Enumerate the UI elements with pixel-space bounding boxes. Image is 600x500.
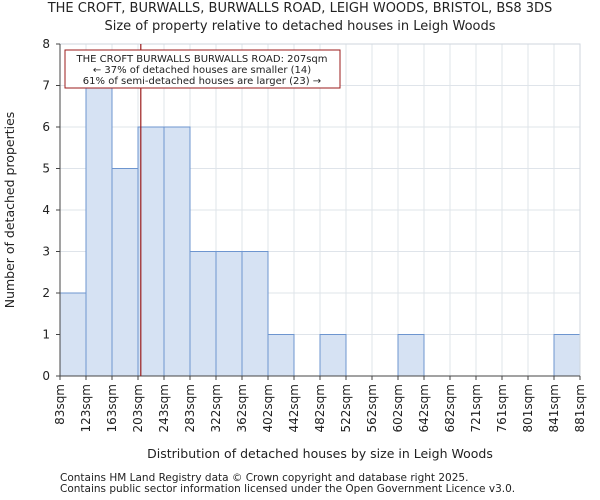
bar [397, 334, 425, 377]
x-tick-label: 522sqm [339, 384, 353, 432]
x-tick-label: 362sqm [235, 384, 249, 432]
chart-subtitle: Size of property relative to detached ho… [104, 19, 496, 34]
x-tick-label: 682sqm [443, 384, 457, 432]
x-tick-label: 442sqm [287, 384, 301, 432]
bars [59, 85, 581, 377]
y-tick-label: 1 [42, 328, 50, 342]
bar [137, 126, 165, 377]
bar [241, 251, 269, 377]
annotation-line2: ← 37% of detached houses are smaller (14… [93, 65, 311, 76]
x-axis-label: Distribution of detached houses by size … [147, 446, 493, 461]
x-tick-label: 801sqm [521, 384, 535, 432]
y-tick-label: 4 [42, 203, 50, 217]
bar [85, 85, 113, 377]
x-tick-label: 721sqm [469, 384, 483, 432]
bar [319, 334, 347, 377]
chart-title-line1: THE CROFT, BURWALLS, BURWALLS ROAD, LEIG… [47, 1, 553, 16]
y-tick-label: 7 [42, 79, 50, 93]
annotation-box: THE CROFT BURWALLS BURWALLS ROAD: 207sqm… [64, 49, 341, 89]
bar [111, 168, 139, 377]
y-tick-label: 6 [42, 120, 50, 134]
bar [189, 251, 217, 377]
x-tick-label: 881sqm [573, 384, 587, 432]
footer-licence: Contains public sector information licen… [60, 483, 516, 495]
x-tick-label: 562sqm [365, 384, 379, 432]
bar [163, 126, 191, 377]
bar [59, 292, 87, 377]
annotation-line1: THE CROFT BURWALLS BURWALLS ROAD: 207sqm [75, 54, 327, 65]
x-tick-label: 482sqm [313, 384, 327, 432]
x-tick-labels: 83sqm 123sqm 163sqm 203sqm 243sqm 283sqm 322sq… [53, 376, 587, 432]
y-tick-label: 5 [42, 162, 50, 176]
x-tick-label: 283sqm [183, 384, 197, 432]
x-tick-label: 642sqm [417, 384, 431, 432]
x-tick-label: 602sqm [391, 384, 405, 432]
x-tick-label: 841sqm [547, 384, 561, 432]
footer-copyright: Contains HM Land Registry data © Crown c… [60, 472, 469, 484]
y-tick-labels: 0 1 2 3 4 5 6 7 8 [42, 37, 60, 383]
x-tick-label: 322sqm [209, 384, 223, 432]
x-tick-label: 402sqm [261, 384, 275, 432]
x-tick-label: 123sqm [79, 384, 93, 432]
y-tick-label: 8 [42, 37, 50, 51]
annotation-line3: 61% of semi-detached houses are larger (… [83, 76, 321, 87]
annotation-border [64, 49, 341, 89]
y-axis-label: Number of detached properties [2, 112, 17, 309]
x-tick-label: 243sqm [157, 384, 171, 432]
x-tick-label: 203sqm [131, 384, 145, 432]
y-tick-label: 3 [42, 245, 50, 259]
x-tick-label: 761sqm [495, 384, 509, 432]
y-tick-label: 2 [42, 286, 50, 300]
bar [267, 334, 295, 377]
bar [215, 251, 243, 377]
x-tick-label: 83sqm [53, 384, 67, 425]
bar [553, 334, 581, 377]
y-tick-label: 0 [42, 369, 50, 383]
x-tick-label: 163sqm [105, 384, 119, 432]
